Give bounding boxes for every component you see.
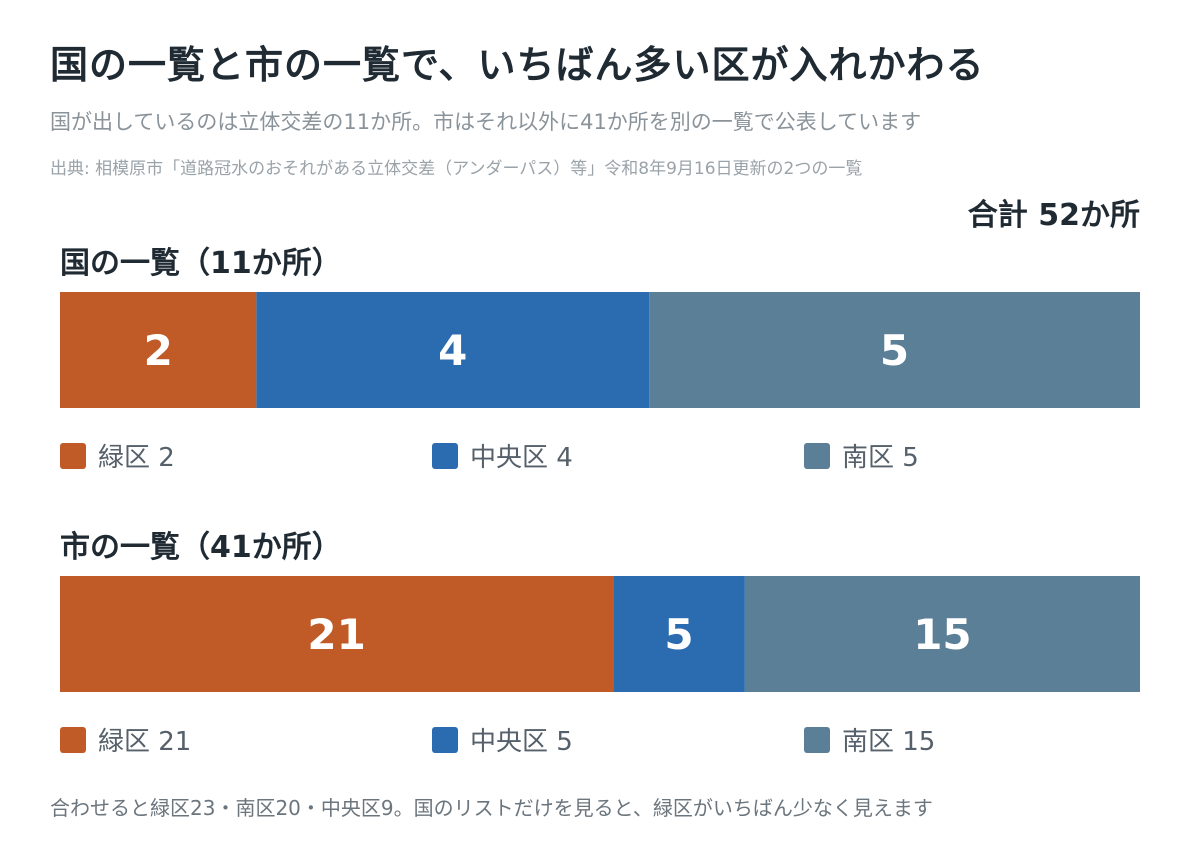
source-note: 出典: 相模原市「道路冠水のおそれがある立体交差（アンダーパス）等」令和8年9月…	[50, 159, 863, 179]
legend-swatch-midori	[60, 442, 86, 469]
legend-label-chuo: 中央区 4	[470, 443, 573, 473]
legend-item-midori: 緑区 2	[60, 437, 175, 474]
legend-swatch-minami	[804, 726, 830, 753]
footnote: 合わせると緑区23・南区20・中央区9。国のリストだけを見ると、緑区がいちばん少…	[50, 796, 933, 820]
chart-title: 国の一覧と市の一覧で、いちばん多い区が入れかわる	[50, 43, 985, 87]
legend-label-minami: 南区 15	[842, 727, 936, 757]
city-legend: 緑区 21 中央区 5 南区 15	[60, 721, 1140, 761]
legend-swatch-minami	[804, 442, 830, 469]
bar-segment-chuo	[613, 576, 745, 692]
city-stacked-bar: 21 5 15	[60, 576, 1140, 692]
legend-item-chuo: 中央区 4	[432, 437, 573, 474]
legend-label-chuo: 中央区 5	[470, 727, 573, 757]
legend-swatch-chuo	[432, 726, 458, 753]
bar-segment-midori	[60, 292, 257, 408]
legend-item-minami: 南区 15	[804, 721, 935, 758]
bar-segment-minami	[649, 292, 1140, 408]
bar-segment-chuo	[256, 292, 650, 408]
bar-value-label-midori: 21	[307, 610, 365, 659]
bar-value-label-chuo: 4	[438, 326, 467, 375]
national-list-title: 国の一覧（11か所）	[60, 246, 342, 281]
legend-item-midori: 緑区 21	[60, 721, 191, 758]
legend-label-midori: 緑区 21	[98, 727, 192, 757]
bar-value-label-minami: 15	[913, 610, 971, 659]
bar-value-label-chuo: 5	[664, 610, 693, 659]
bar-segment-minami	[744, 576, 1140, 692]
legend-swatch-midori	[60, 726, 86, 753]
city-list-title: 市の一覧（41か所）	[60, 530, 342, 565]
legend-item-minami: 南区 5	[804, 437, 919, 474]
total-label: 合計 52か所	[967, 198, 1140, 233]
national-stacked-bar: 2 4 5	[60, 292, 1140, 408]
bar-value-label-midori: 2	[144, 326, 173, 375]
national-legend: 緑区 2 中央区 4 南区 5	[60, 437, 1140, 477]
legend-swatch-chuo	[432, 442, 458, 469]
bar-segment-midori	[60, 576, 614, 692]
chart-subtitle: 国が出しているのは立体交差の11か所。市はそれ以外に41か所を別の一覧で公表して…	[50, 110, 922, 134]
bar-value-label-minami: 5	[880, 326, 909, 375]
legend-label-midori: 緑区 2	[98, 443, 175, 473]
legend-item-chuo: 中央区 5	[432, 721, 573, 758]
legend-label-minami: 南区 5	[842, 443, 919, 473]
